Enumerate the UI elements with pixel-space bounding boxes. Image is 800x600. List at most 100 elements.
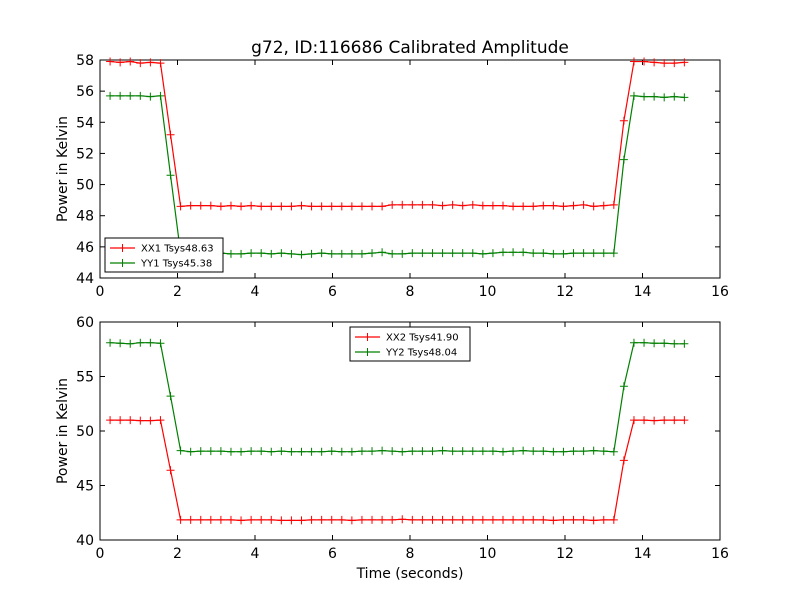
data-point	[418, 249, 427, 258]
series-line	[110, 60, 685, 208]
x-tick-label: 16	[711, 284, 729, 300]
data-point	[116, 339, 125, 348]
data-point	[579, 515, 588, 524]
data-point	[257, 447, 266, 456]
data-point	[660, 416, 669, 425]
data-point	[136, 338, 145, 347]
data-point	[640, 92, 649, 101]
data-point	[327, 202, 336, 211]
data-point	[226, 201, 235, 210]
data-point	[378, 515, 387, 524]
data-point	[176, 202, 185, 211]
data-point	[629, 91, 638, 100]
data-point	[559, 202, 568, 211]
data-point	[499, 515, 507, 524]
data-point	[640, 338, 649, 347]
data-point	[650, 58, 659, 67]
x-tick-label: 12	[556, 284, 574, 300]
data-point	[226, 249, 235, 258]
data-point	[166, 130, 175, 139]
data-point	[539, 249, 548, 258]
x-tick-label: 4	[251, 546, 260, 562]
data-point	[146, 338, 155, 347]
data-point	[388, 249, 397, 258]
data-point	[297, 516, 306, 525]
x-tick-label: 14	[634, 284, 652, 300]
y-tick-label: 52	[76, 146, 94, 162]
data-point	[670, 339, 679, 348]
data-point	[237, 447, 246, 456]
y-tick-label: 55	[76, 370, 94, 386]
data-point	[368, 447, 377, 456]
data-point	[680, 58, 689, 67]
data-point	[488, 201, 497, 210]
data-point	[549, 201, 558, 210]
data-point	[539, 201, 548, 210]
data-point	[408, 249, 417, 258]
data-point	[458, 201, 467, 210]
y-tick-label: 48	[76, 209, 94, 225]
data-point	[196, 447, 205, 456]
data-point	[398, 200, 407, 209]
data-point	[609, 249, 618, 258]
data-point	[398, 249, 407, 258]
data-point	[378, 446, 387, 455]
legend: XX1 Tsys48.63 YY1 Tsys45.38	[104, 237, 224, 273]
data-point	[519, 202, 528, 211]
data-point	[216, 515, 225, 524]
x-tick-label: 0	[96, 284, 105, 300]
data-point	[146, 92, 155, 101]
data-point	[579, 249, 588, 258]
data-point	[599, 447, 608, 456]
data-point	[629, 338, 638, 347]
data-point	[589, 516, 598, 525]
data-point	[609, 515, 618, 524]
data-point	[357, 447, 366, 456]
data-point	[549, 249, 558, 258]
data-point	[509, 202, 518, 211]
data-point	[478, 249, 487, 258]
data-point	[438, 515, 447, 524]
data-point	[257, 202, 266, 211]
data-point	[186, 515, 195, 524]
data-point	[277, 447, 286, 456]
y-tick-label: 58	[76, 53, 94, 69]
x-tick-label: 12	[556, 546, 574, 562]
data-point	[559, 249, 568, 258]
data-point	[337, 202, 346, 211]
data-point	[509, 248, 518, 257]
y-tick-label: 54	[76, 115, 94, 131]
y-tick-label: 60	[76, 315, 94, 331]
data-point	[156, 59, 165, 68]
data-point	[136, 416, 145, 425]
data-point	[408, 200, 417, 209]
data-point	[539, 447, 548, 456]
data-point	[418, 447, 427, 456]
data-point	[529, 447, 538, 456]
bottom-plot-panel: 0 2 4 6 8 10 12 14 16 40 45 50 55 60 Power in Kelvin XX…	[55, 315, 729, 562]
data-point	[196, 515, 205, 524]
data-point	[448, 447, 457, 456]
data-point	[368, 249, 377, 258]
data-point	[609, 447, 618, 456]
data-point	[126, 91, 135, 100]
data-point	[206, 515, 215, 524]
data-point	[640, 57, 649, 66]
data-point	[126, 339, 135, 348]
x-tick-label: 8	[406, 546, 415, 562]
data-point	[529, 515, 538, 524]
y-tick-label: 44	[76, 271, 94, 287]
data-point	[599, 515, 608, 524]
data-point	[337, 447, 346, 456]
data-point	[166, 171, 175, 180]
y-tick-label: 40	[76, 533, 94, 549]
x-tick-label: 6	[328, 284, 337, 300]
data-point	[579, 200, 588, 209]
data-point	[559, 447, 568, 456]
data-point	[468, 447, 477, 456]
data-point	[529, 249, 538, 258]
data-point	[569, 201, 578, 210]
data-point	[267, 249, 276, 258]
x-tick-label: 2	[173, 546, 182, 562]
